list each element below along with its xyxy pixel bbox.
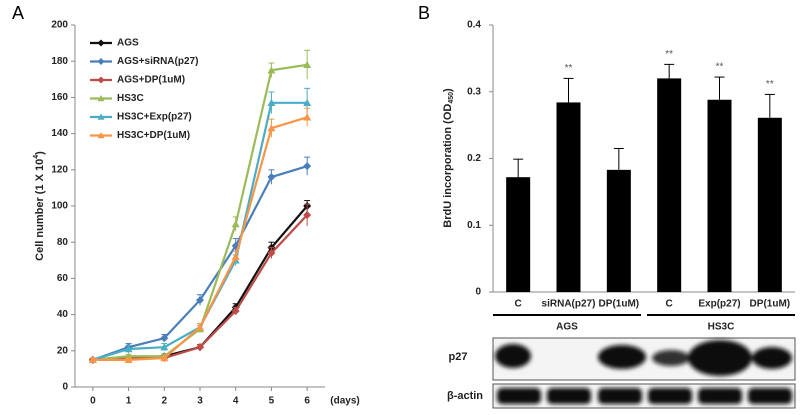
marker bbox=[97, 58, 105, 65]
x-axis-label: (days) bbox=[330, 396, 359, 407]
y-label-end: ) bbox=[442, 88, 454, 92]
y-label-text: Cell number (1 X 10 bbox=[34, 159, 46, 261]
y-tick-label: 40 bbox=[57, 309, 69, 320]
x-tick-label: Exp(p27) bbox=[698, 299, 740, 310]
x-tick-label: 5 bbox=[269, 396, 275, 407]
marker bbox=[303, 211, 312, 220]
legend-label: HS3C+DP(1uM) bbox=[117, 130, 190, 141]
marker bbox=[267, 124, 276, 132]
significance-mark: ** bbox=[716, 62, 724, 73]
bar bbox=[757, 117, 782, 292]
legend-label: AGS+DP(1uM) bbox=[117, 75, 185, 86]
y-tick-label: 120 bbox=[51, 164, 68, 175]
x-tick-label: DP(1uM) bbox=[750, 299, 791, 310]
y-tick-label: 0.2 bbox=[467, 153, 481, 164]
marker bbox=[303, 113, 312, 121]
marker bbox=[124, 344, 133, 353]
legend-label: HS3C+Exp(p27) bbox=[117, 112, 192, 123]
y-tick-label: 0.4 bbox=[467, 20, 481, 31]
series-line bbox=[92, 63, 308, 361]
marker bbox=[97, 113, 105, 120]
x-tick-label: 4 bbox=[233, 396, 239, 407]
y-label-text: BrdU incorporation (OD bbox=[442, 104, 454, 228]
x-tick-label: C bbox=[666, 299, 673, 310]
x-tick-label: 0 bbox=[90, 396, 96, 407]
y-tick-label: 0.3 bbox=[467, 86, 481, 97]
marker bbox=[267, 98, 276, 107]
marker bbox=[303, 60, 312, 69]
blot-panel bbox=[492, 383, 796, 409]
y-axis-label: Cell number (1 X 104) bbox=[33, 151, 46, 261]
y-label-sub: 450 bbox=[448, 92, 455, 104]
panel-label: A bbox=[12, 3, 24, 23]
series-line bbox=[92, 205, 308, 361]
bar bbox=[657, 78, 682, 293]
bar bbox=[506, 177, 531, 292]
x-tick-label: DP(1uM) bbox=[599, 299, 640, 310]
marker bbox=[97, 39, 105, 47]
legend-label: AGS+siRNA(p27) bbox=[117, 56, 198, 67]
blot-bands bbox=[495, 340, 792, 404]
bar bbox=[556, 102, 581, 293]
y-axis-label: BrdU incorporation (OD450) bbox=[442, 88, 455, 228]
panel-label: B bbox=[418, 3, 430, 23]
y-tick-label: 160 bbox=[51, 92, 68, 103]
group-label: AGS bbox=[556, 322, 578, 333]
significance-mark: ** bbox=[766, 79, 774, 90]
blot-label: p27 bbox=[449, 351, 468, 363]
x-tick-label: 6 bbox=[304, 396, 310, 407]
bar bbox=[707, 99, 732, 292]
x-tick-label: 3 bbox=[197, 396, 203, 407]
marker bbox=[231, 220, 240, 228]
legend-label: AGS bbox=[117, 38, 139, 49]
group-label: HS3C bbox=[708, 322, 735, 333]
y-tick-label: 20 bbox=[57, 345, 69, 356]
y-tick-label: 60 bbox=[57, 273, 69, 284]
blot-label: β-actin bbox=[447, 390, 483, 402]
series-line bbox=[92, 101, 308, 361]
marker bbox=[267, 173, 276, 182]
significance-mark: ** bbox=[665, 49, 673, 60]
y-label-end: ) bbox=[34, 151, 46, 155]
bar bbox=[606, 169, 631, 292]
marker bbox=[97, 76, 105, 84]
marker bbox=[124, 355, 133, 364]
marker bbox=[97, 132, 105, 139]
y-tick-label: 140 bbox=[51, 128, 68, 139]
x-tick-label: 2 bbox=[162, 396, 168, 407]
marker bbox=[267, 66, 276, 74]
y-tick-label: 0 bbox=[475, 287, 481, 298]
marker bbox=[303, 98, 312, 107]
y-tick-label: 180 bbox=[51, 56, 68, 67]
y-tick-label: 100 bbox=[51, 201, 68, 212]
x-tick-label: 1 bbox=[126, 396, 132, 407]
y-label-sup: 4 bbox=[33, 155, 40, 159]
y-tick-label: 80 bbox=[57, 237, 69, 248]
y-tick-label: 200 bbox=[51, 20, 68, 31]
x-tick-label: C bbox=[515, 299, 522, 310]
legend-label: HS3C bbox=[117, 93, 144, 104]
marker bbox=[303, 162, 312, 171]
marker bbox=[267, 249, 276, 258]
marker bbox=[196, 343, 204, 352]
marker bbox=[88, 355, 97, 364]
marker bbox=[97, 95, 105, 102]
significance-mark: ** bbox=[565, 63, 573, 74]
y-tick-label: 0 bbox=[62, 382, 68, 393]
series-line bbox=[92, 214, 308, 361]
marker bbox=[231, 306, 240, 315]
marker bbox=[196, 296, 204, 305]
marker bbox=[160, 354, 169, 362]
marker bbox=[196, 323, 204, 331]
x-tick-label: siRNA(p27) bbox=[542, 299, 596, 310]
marker bbox=[231, 252, 240, 260]
marker bbox=[160, 343, 169, 351]
marker bbox=[160, 334, 169, 343]
y-tick-label: 0.1 bbox=[467, 220, 481, 231]
